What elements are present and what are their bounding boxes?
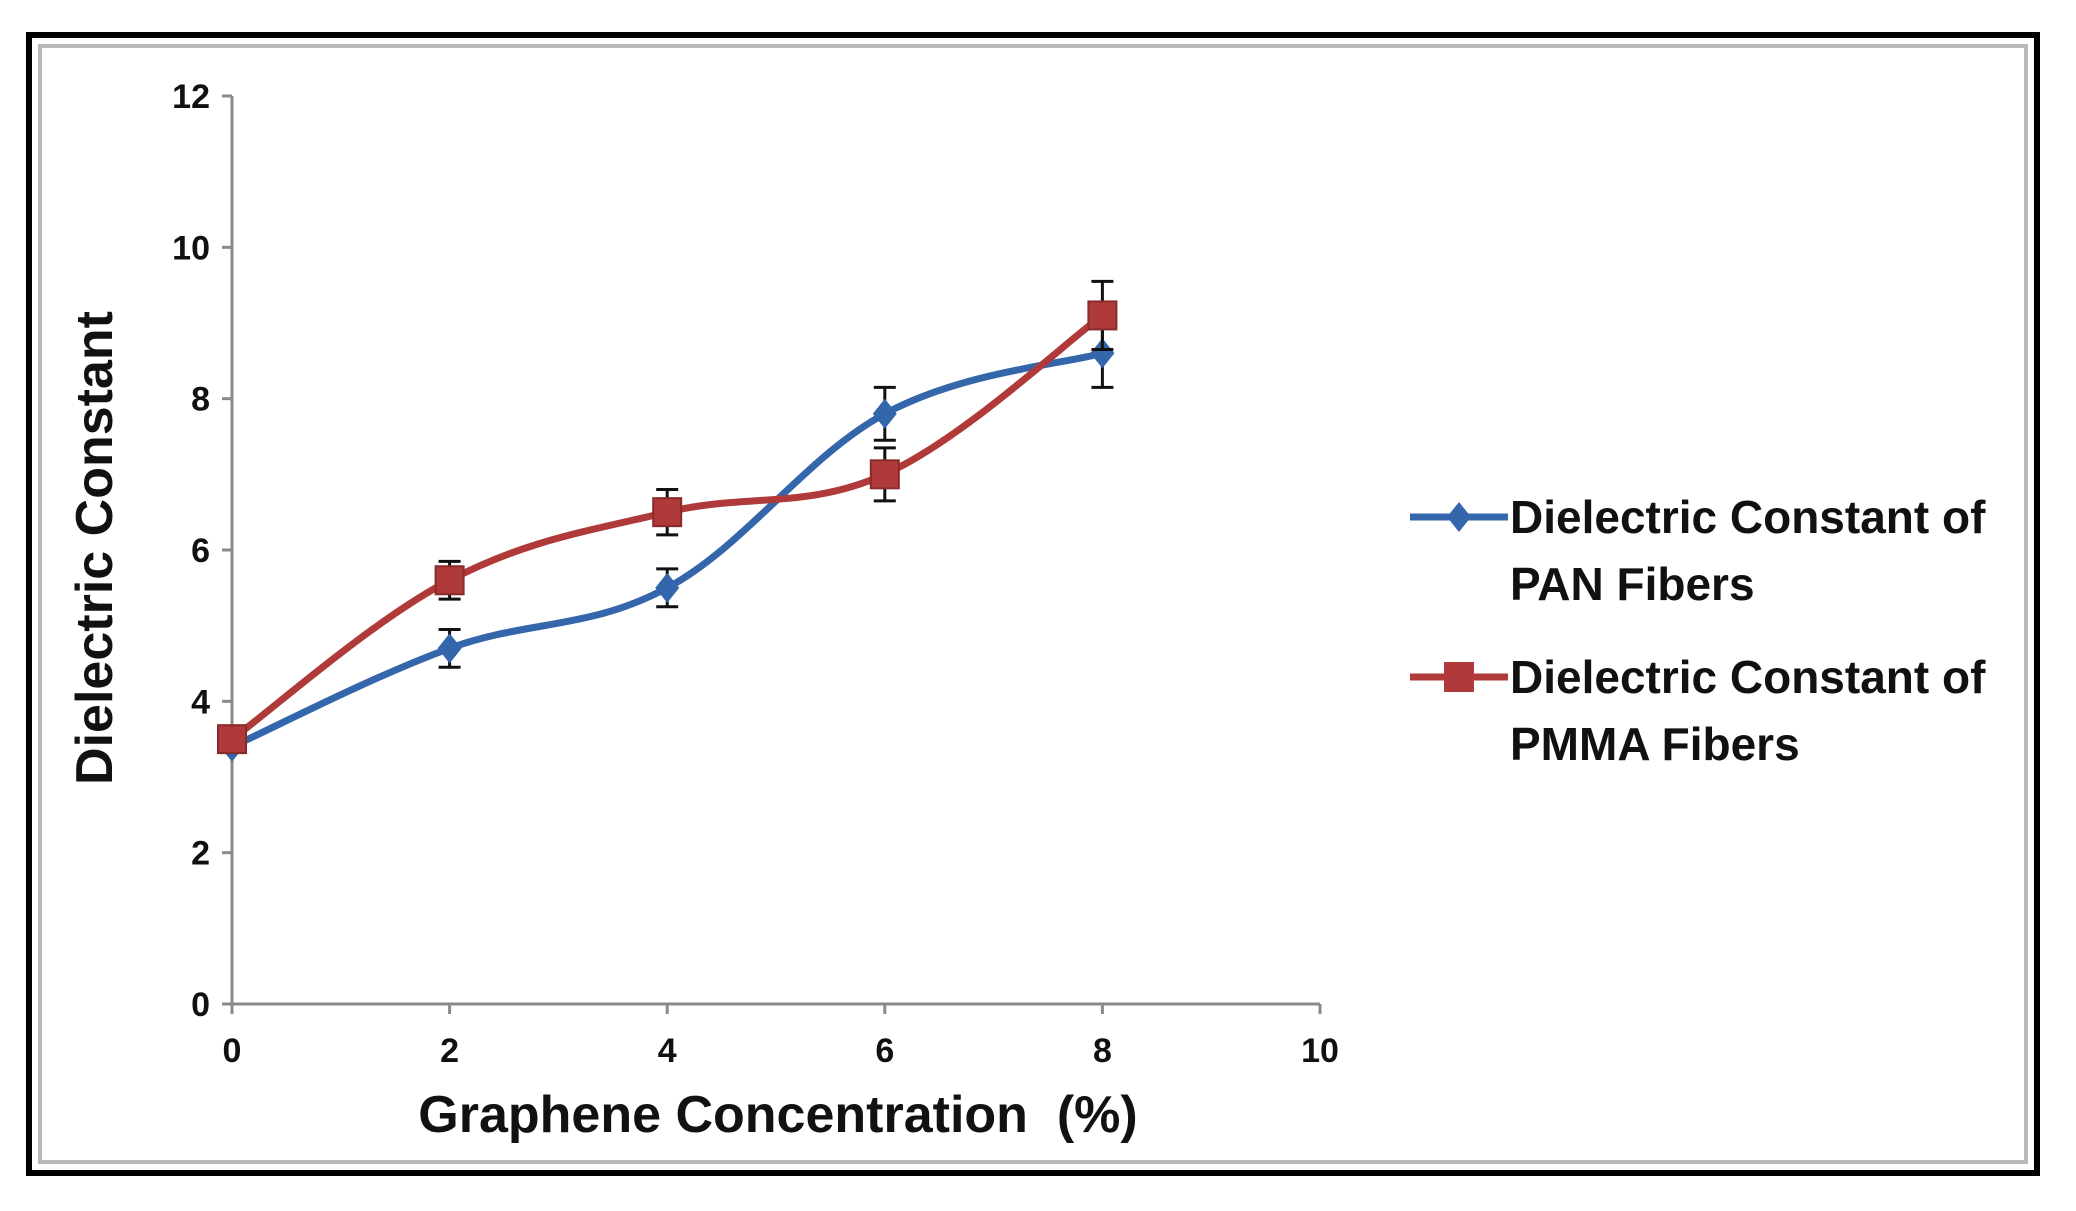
y-tick-label: 0 <box>191 986 210 1024</box>
data-point-square <box>217 724 247 755</box>
legend-entry-pan[interactable]: Dielectric Constant of PAN Fibers <box>1410 491 1986 610</box>
series-layer <box>217 279 1118 762</box>
x-tick-label: 6 <box>875 1032 894 1070</box>
chart-frame-inner <box>38 44 2028 1164</box>
data-point-square <box>869 459 900 490</box>
x-tick-label: 10 <box>1301 1032 1339 1070</box>
y-tick-label: 4 <box>191 683 210 721</box>
chart-frame-outer <box>26 32 2040 1176</box>
legend: Dielectric Constant of PAN Fibers Dielec… <box>1410 491 1986 770</box>
data-point-square <box>652 497 683 528</box>
series-pan <box>220 317 1115 762</box>
y-tick-label: 8 <box>191 381 210 419</box>
legend-marker-square <box>1444 662 1474 692</box>
x-ticks: 0 2 4 6 8 10 <box>223 1004 1339 1070</box>
data-point-square <box>434 565 465 596</box>
legend-label-pan-line1: Dielectric Constant of <box>1510 491 1986 543</box>
legend-marker-diamond <box>1447 502 1471 532</box>
data-point-square <box>1087 300 1118 331</box>
series-pmma <box>217 279 1118 755</box>
x-tick-label: 4 <box>658 1032 677 1070</box>
x-tick-label: 2 <box>440 1032 459 1070</box>
y-tick-label: 2 <box>191 835 210 873</box>
data-point-diamond <box>655 572 680 603</box>
axes <box>230 96 1320 1006</box>
y-ticks: 0 2 4 6 8 10 12 <box>172 78 232 1024</box>
data-point-diamond <box>1090 338 1115 369</box>
y-tick-label: 10 <box>172 229 210 267</box>
legend-label-pmma-line1: Dielectric Constant of <box>1510 651 1986 703</box>
legend-label-pan-line2: PAN Fibers <box>1510 558 1755 610</box>
data-point-diamond <box>872 398 897 429</box>
y-axis-title: Dielectric Constant <box>66 311 124 785</box>
series-line-pan <box>228 349 1106 751</box>
y-tick-label: 12 <box>172 78 210 116</box>
legend-label-pmma-line2: PMMA Fibers <box>1510 718 1800 770</box>
legend-entry-pmma[interactable]: Dielectric Constant of PMMA Fibers <box>1410 651 1986 770</box>
x-axis-title: Graphene Concentration (%) <box>418 1086 1137 1144</box>
x-tick-label: 0 <box>223 1032 242 1070</box>
data-point-diamond <box>437 633 462 664</box>
y-tick-label: 6 <box>191 532 210 570</box>
x-tick-label: 8 <box>1093 1032 1112 1070</box>
